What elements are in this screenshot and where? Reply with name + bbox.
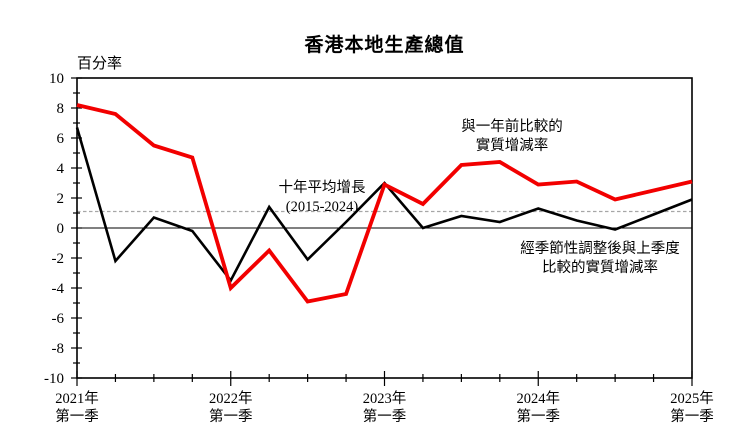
chart-title: 香港本地生產總值 [304,35,465,56]
x-axis-quarter-label: 第一季 [670,407,714,425]
y-axis-tick-label: 0 [57,221,65,237]
reference-line-annotation: 十年平均增長 (2015-2024) [279,179,366,217]
y-axis-tick-label: 2 [57,191,65,207]
y-axis-tick-label: -2 [52,251,65,267]
y-axis-tick-label: 8 [57,101,65,117]
x-axis-quarter-label: 第一季 [209,407,253,425]
y-axis-tick-label: -6 [52,311,65,327]
x-axis-quarter-label: 第一季 [363,407,407,425]
x-axis-year-label: 2025年 [670,390,714,407]
plot-frame [76,77,693,379]
y-axis-tick-label: 6 [57,131,65,147]
qoq-series-annotation-line1: 經季節性調整後與上季度 [520,241,680,257]
reference-line-annotation-line1: 十年平均增長 [278,180,366,196]
reference-line-annotation-line2: (2015-2024) [285,199,359,215]
yoy-growth-line [76,103,693,304]
yoy-series-annotation: 與一年前比較的 實質增減率 [461,118,563,156]
y-axis-tick-label: -10 [44,371,64,387]
y-axis-tick-label: 10 [49,71,64,87]
x-axis-quarter-label: 第一季 [55,407,99,425]
y-axis-tick-label: 4 [57,161,65,177]
x-axis-year-label: 2024年 [517,390,561,407]
qoq-series-annotation-line2: 比較的實質增減率 [542,260,658,276]
x-axis-year-label: 2021年 [55,390,99,407]
yoy-series-annotation-line2: 實質增減率 [475,138,549,154]
x-axis-year-label: 2022年 [209,390,253,407]
qoq-series-annotation: 經季節性調整後與上季度 比較的實質增減率 [520,240,680,278]
x-axis-year-label: 2023年 [363,390,407,407]
x-axis-quarter-label: 第一季 [517,407,561,425]
y-axis-tick-label: -8 [52,341,65,357]
y-axis-unit-label: 百分率 [77,56,123,72]
yoy-series-annotation-line1: 與一年前比較的 [461,119,563,135]
y-axis-tick-label: -4 [52,281,65,297]
